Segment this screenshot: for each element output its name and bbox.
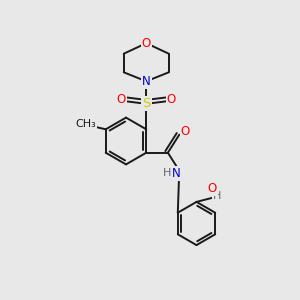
Text: O: O (117, 93, 126, 106)
Text: CH₃: CH₃ (75, 119, 96, 129)
Text: S: S (142, 97, 151, 110)
Text: N: N (172, 167, 181, 180)
Text: N: N (142, 75, 151, 88)
Text: O: O (208, 182, 217, 195)
Text: O: O (142, 37, 151, 50)
Text: O: O (167, 93, 176, 106)
Text: H: H (213, 191, 221, 201)
Text: H: H (163, 168, 171, 178)
Text: O: O (181, 125, 190, 138)
